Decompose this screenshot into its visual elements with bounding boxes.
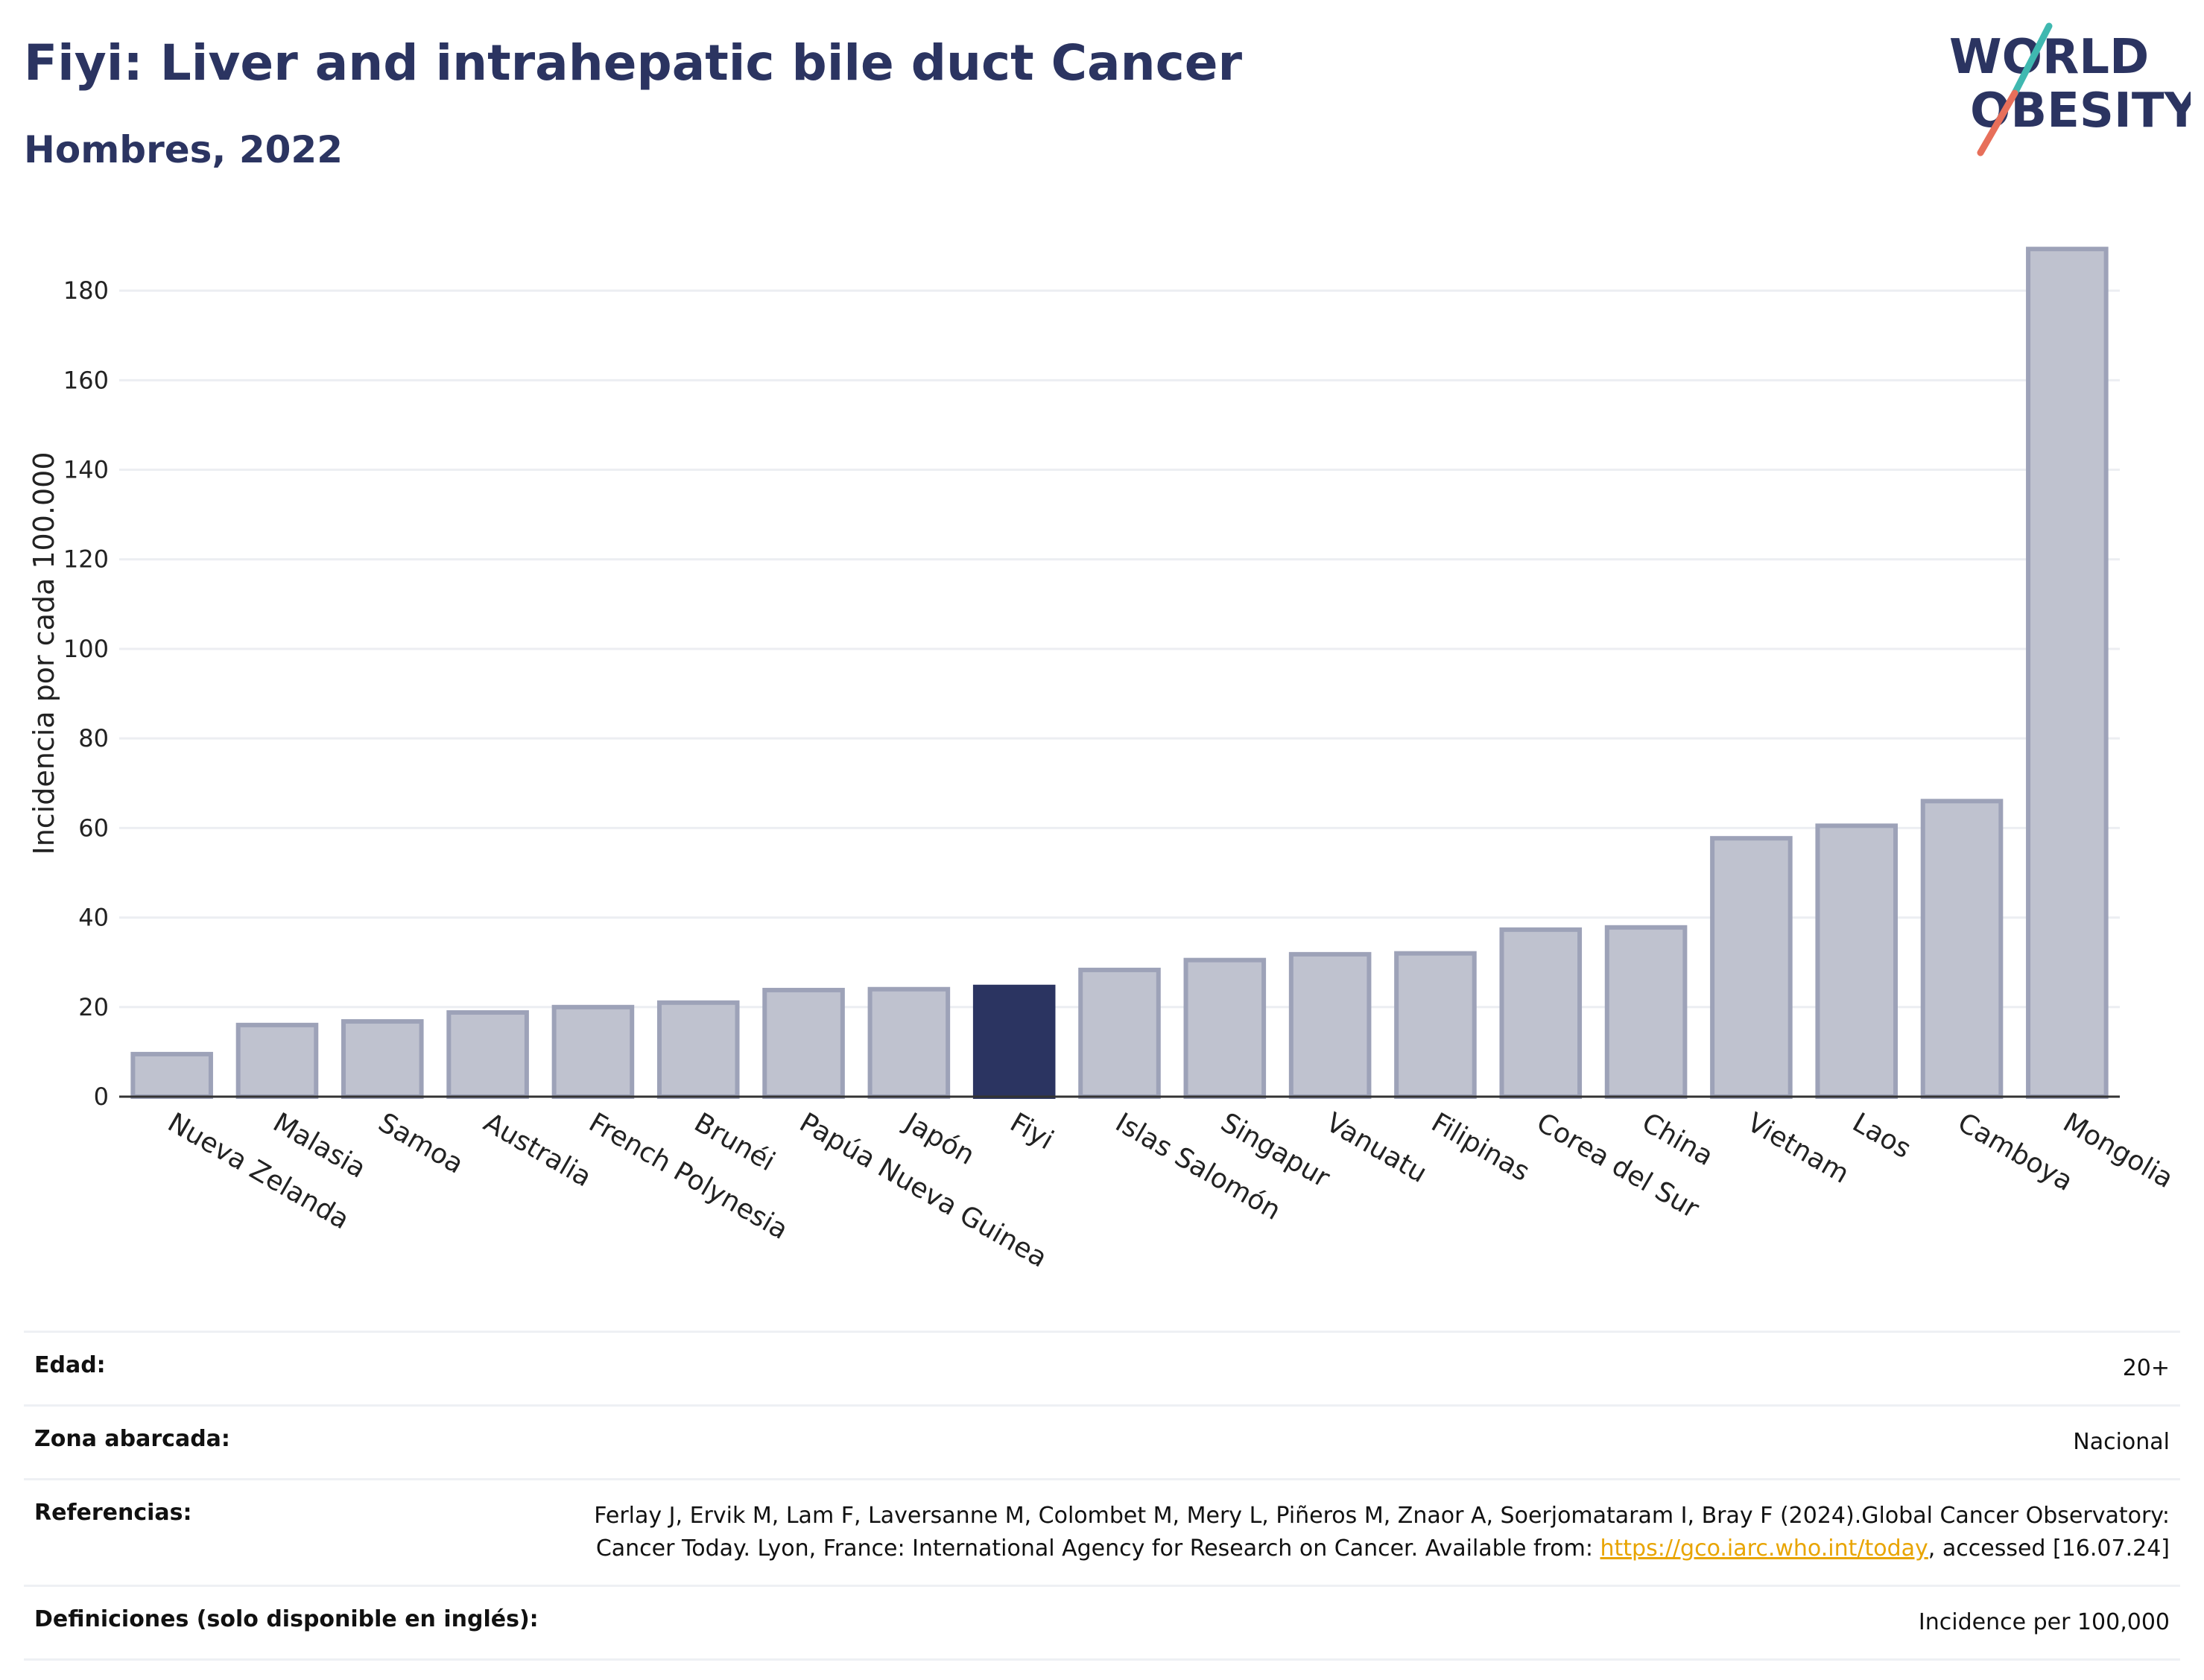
bar [446, 1010, 529, 1099]
x-category-label: China [1637, 1107, 1719, 1172]
x-category-label: Mongolia [2058, 1107, 2179, 1194]
world-obesity-logo: WORLD OBESITY [1949, 22, 2191, 156]
bar [341, 1019, 424, 1100]
bar [130, 1051, 213, 1100]
bar [656, 1000, 740, 1099]
logo-slash-teal [2011, 22, 2053, 97]
logo-text-world: WORLD [1949, 30, 2149, 85]
ref-link[interactable]: https://gco.iarc.who.int/today [1600, 1535, 1928, 1562]
y-tick-label: 20 [78, 993, 109, 1021]
bar [235, 1022, 319, 1099]
bar-chart: 0 20 40 60 80 100 120 140 160 180 Nueva ZelandaMa… [28, 247, 2178, 1274]
y-tick-label: 100 [63, 635, 109, 663]
bars [130, 247, 2109, 1100]
x-category-label: French Polynesia [583, 1107, 793, 1246]
bar [1815, 823, 1898, 1099]
zona-value: Nacional [2073, 1429, 2170, 1455]
x-category-label: Australia [478, 1107, 596, 1193]
y-tick-label: 140 [63, 456, 109, 484]
info-table: Edad: 20+ Zona abarcada: Nacional Refere… [24, 1331, 2180, 1661]
x-category-label: Filipinas [1426, 1107, 1535, 1188]
ref-text-2: , accessed [16.07.24] [1928, 1535, 2170, 1562]
y-tick-label: 180 [63, 276, 109, 305]
x-category-label: Vietnam [1742, 1107, 1854, 1190]
bar-highlight [972, 984, 1056, 1099]
y-tick-label: 80 [78, 724, 109, 752]
y-tick-label: 0 [94, 1083, 109, 1111]
x-category-label: Fiyi [1005, 1107, 1059, 1156]
bar [762, 987, 845, 1099]
bar [1604, 925, 1688, 1100]
definiciones-value: Incidence per 100,000 [1918, 1609, 2170, 1635]
info-row-definiciones: Definiciones (solo disponible en inglés)… [24, 1585, 2180, 1661]
bar [1394, 951, 1477, 1100]
y-tick-label: 60 [78, 814, 109, 842]
edad-value: 20+ [2122, 1355, 2170, 1381]
x-category-label: Japón [899, 1106, 980, 1171]
referencias-value: Ferlay J, Ervik M, Lam F, Laversanne M, … [531, 1500, 2170, 1565]
info-row-referencias: Referencias: Ferlay J, Ervik M, Lam F, L… [24, 1478, 2180, 1585]
referencias-label: Referencias: [34, 1500, 192, 1526]
y-tick-label: 160 [63, 366, 109, 394]
x-category-label: Camboya [1953, 1107, 2078, 1197]
bar [867, 986, 951, 1099]
page-subtitle: Hombres, 2022 [24, 128, 343, 171]
bar [551, 1004, 635, 1099]
x-category-label: Vanuatu [1321, 1107, 1432, 1189]
info-row-edad: Edad: 20+ [24, 1331, 2180, 1404]
bar [1920, 799, 2004, 1100]
y-tick-label: 40 [78, 904, 109, 932]
x-category-label: Laos [1847, 1107, 1916, 1164]
bar [2026, 247, 2109, 1099]
bar [1288, 951, 1372, 1099]
edad-label: Edad: [34, 1352, 106, 1378]
definiciones-label: Definiciones (solo disponible en inglés)… [34, 1606, 539, 1632]
y-tick-label: 120 [63, 545, 109, 574]
bar [1499, 927, 1583, 1099]
bar [1710, 836, 1793, 1099]
bar [1078, 967, 1161, 1099]
logo-slash-coral [1977, 89, 2018, 156]
y-tick-labels: 0 20 40 60 80 100 120 140 160 180 [63, 276, 109, 1111]
x-category-label: Samoa [373, 1107, 469, 1180]
x-category-label: Nueva Zelanda [162, 1107, 354, 1235]
ref-text-1: Ferlay J, Ervik M, Lam F, Laversanne M, … [594, 1503, 2170, 1562]
y-axis-title: Incidencia por cada 100.000 [28, 451, 60, 855]
info-row-zona: Zona abarcada: Nacional [24, 1404, 2180, 1478]
bar [1183, 957, 1267, 1100]
page-title: Fiyi: Liver and intrahepatic bile duct C… [24, 34, 1243, 92]
zona-label: Zona abarcada: [34, 1426, 230, 1452]
